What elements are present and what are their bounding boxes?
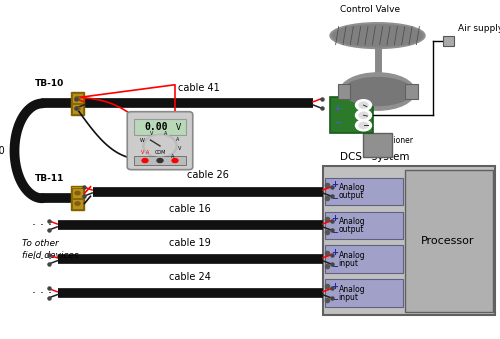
- Text: cable 24: cable 24: [169, 272, 211, 282]
- Text: Positioner: Positioner: [375, 136, 413, 145]
- Text: V: V: [178, 146, 181, 151]
- Text: +: +: [331, 214, 338, 223]
- FancyBboxPatch shape: [338, 84, 350, 99]
- Circle shape: [142, 159, 148, 163]
- Ellipse shape: [330, 23, 425, 48]
- FancyBboxPatch shape: [324, 178, 404, 205]
- Text: A: A: [170, 154, 174, 159]
- Text: · · ·: · · ·: [32, 287, 52, 300]
- Text: input: input: [338, 259, 358, 268]
- Text: Processor: Processor: [421, 236, 474, 246]
- FancyBboxPatch shape: [127, 112, 193, 170]
- FancyBboxPatch shape: [72, 104, 84, 114]
- Text: Analog: Analog: [338, 251, 365, 260]
- Ellipse shape: [343, 78, 412, 105]
- Circle shape: [356, 110, 372, 121]
- Text: −: −: [334, 118, 342, 126]
- Text: V A: V A: [141, 150, 149, 155]
- Circle shape: [143, 134, 177, 158]
- Text: Control Valve: Control Valve: [340, 5, 400, 14]
- Circle shape: [359, 112, 368, 118]
- FancyBboxPatch shape: [322, 166, 495, 315]
- Text: TB-11: TB-11: [35, 174, 64, 183]
- FancyBboxPatch shape: [324, 279, 404, 307]
- Text: +: +: [334, 104, 342, 113]
- FancyBboxPatch shape: [324, 245, 404, 273]
- Text: Analog: Analog: [338, 217, 365, 226]
- FancyBboxPatch shape: [442, 36, 454, 46]
- Text: +: +: [331, 180, 338, 189]
- FancyBboxPatch shape: [72, 188, 84, 198]
- Text: · · ·: · · ·: [32, 253, 52, 266]
- Text: cable 30: cable 30: [0, 146, 4, 156]
- Text: input: input: [338, 293, 358, 302]
- FancyBboxPatch shape: [405, 84, 417, 99]
- Text: output: output: [338, 225, 364, 234]
- Circle shape: [359, 122, 368, 128]
- Text: TB-10: TB-10: [35, 79, 64, 88]
- Circle shape: [146, 136, 174, 156]
- Text: V: V: [176, 122, 181, 132]
- Ellipse shape: [340, 73, 415, 110]
- FancyBboxPatch shape: [72, 93, 84, 103]
- FancyBboxPatch shape: [330, 98, 372, 133]
- FancyBboxPatch shape: [362, 133, 392, 157]
- Circle shape: [172, 159, 178, 163]
- Circle shape: [75, 192, 80, 195]
- Text: cable 16: cable 16: [169, 204, 211, 214]
- Text: Air supply: Air supply: [458, 24, 500, 33]
- Circle shape: [75, 202, 80, 205]
- Text: +: +: [331, 248, 338, 257]
- Text: cable 26: cable 26: [186, 171, 228, 180]
- Circle shape: [157, 159, 163, 163]
- Circle shape: [75, 107, 80, 110]
- Text: output: output: [338, 191, 364, 200]
- Circle shape: [359, 102, 368, 108]
- FancyBboxPatch shape: [406, 170, 492, 312]
- FancyBboxPatch shape: [134, 156, 186, 165]
- Text: To other
field devices: To other field devices: [22, 239, 79, 260]
- Circle shape: [356, 120, 372, 131]
- Text: · · ·: · · ·: [32, 219, 52, 232]
- Text: −: −: [331, 194, 338, 203]
- FancyBboxPatch shape: [134, 119, 186, 135]
- Text: −: −: [331, 228, 338, 237]
- Circle shape: [356, 100, 372, 111]
- Text: cable 19: cable 19: [169, 238, 211, 248]
- Text: −: −: [331, 262, 338, 271]
- Text: DCS   system: DCS system: [340, 152, 409, 162]
- Circle shape: [75, 97, 80, 100]
- FancyBboxPatch shape: [324, 212, 404, 239]
- FancyBboxPatch shape: [70, 92, 85, 115]
- Text: +: +: [331, 282, 338, 291]
- Ellipse shape: [332, 25, 422, 46]
- Text: Analog: Analog: [338, 183, 365, 192]
- Text: A: A: [164, 131, 167, 136]
- Text: COM: COM: [154, 150, 166, 155]
- Text: A: A: [176, 137, 179, 142]
- Text: −: −: [331, 296, 338, 304]
- Text: V: V: [150, 131, 154, 136]
- Text: Analog: Analog: [338, 285, 365, 294]
- Text: cable 41: cable 41: [178, 83, 220, 93]
- Text: 0.00: 0.00: [144, 122, 168, 132]
- FancyBboxPatch shape: [70, 186, 85, 210]
- FancyBboxPatch shape: [72, 199, 84, 208]
- Text: W: W: [140, 138, 144, 143]
